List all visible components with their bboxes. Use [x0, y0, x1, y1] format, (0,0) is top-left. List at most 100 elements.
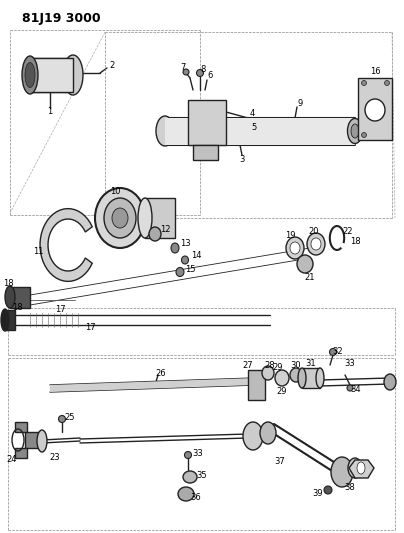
Text: 8: 8 — [200, 66, 206, 75]
Polygon shape — [302, 368, 320, 388]
Text: 38: 38 — [345, 483, 356, 492]
Ellipse shape — [243, 422, 263, 450]
Text: 23: 23 — [50, 454, 60, 463]
Polygon shape — [145, 198, 175, 238]
Ellipse shape — [25, 62, 35, 87]
Ellipse shape — [384, 374, 396, 390]
Ellipse shape — [260, 422, 276, 444]
Ellipse shape — [262, 366, 274, 380]
Ellipse shape — [176, 268, 184, 277]
Ellipse shape — [138, 198, 152, 238]
Ellipse shape — [63, 55, 83, 95]
Text: 7: 7 — [180, 63, 186, 72]
Ellipse shape — [59, 416, 65, 423]
Text: 18: 18 — [12, 303, 22, 312]
Ellipse shape — [298, 368, 306, 388]
Ellipse shape — [351, 124, 359, 138]
Text: 20: 20 — [309, 228, 319, 237]
Text: 10: 10 — [110, 188, 120, 197]
Text: 25: 25 — [65, 413, 75, 422]
Text: 4: 4 — [249, 109, 255, 118]
Ellipse shape — [348, 458, 362, 478]
Text: 33: 33 — [345, 359, 356, 367]
Text: 35: 35 — [197, 472, 207, 481]
Text: 1: 1 — [47, 108, 53, 117]
Ellipse shape — [178, 487, 194, 501]
Ellipse shape — [347, 118, 362, 143]
Text: 18: 18 — [350, 238, 360, 246]
Text: 29: 29 — [277, 387, 287, 397]
Ellipse shape — [275, 370, 289, 386]
Text: 37: 37 — [275, 457, 285, 466]
Ellipse shape — [307, 233, 325, 255]
Ellipse shape — [185, 451, 191, 458]
Ellipse shape — [385, 80, 389, 85]
Text: 31: 31 — [306, 359, 316, 367]
Ellipse shape — [171, 243, 179, 253]
Ellipse shape — [331, 457, 353, 487]
Text: 5: 5 — [251, 124, 257, 133]
Ellipse shape — [362, 133, 366, 138]
Polygon shape — [25, 432, 42, 448]
Ellipse shape — [365, 99, 385, 121]
Ellipse shape — [297, 255, 313, 273]
Ellipse shape — [286, 237, 304, 259]
Text: 16: 16 — [370, 68, 380, 77]
Ellipse shape — [104, 198, 136, 238]
Ellipse shape — [149, 227, 161, 241]
Ellipse shape — [1, 309, 9, 331]
Polygon shape — [358, 78, 392, 140]
Polygon shape — [165, 118, 355, 145]
Ellipse shape — [347, 385, 353, 391]
Ellipse shape — [357, 462, 365, 474]
Text: 26: 26 — [156, 368, 166, 377]
Text: 21: 21 — [305, 272, 315, 281]
Ellipse shape — [112, 208, 128, 228]
Ellipse shape — [290, 242, 300, 254]
Text: 9: 9 — [297, 99, 303, 108]
Text: 24: 24 — [7, 456, 17, 464]
Polygon shape — [30, 58, 73, 92]
Ellipse shape — [196, 69, 204, 77]
Ellipse shape — [181, 256, 189, 264]
Text: 22: 22 — [343, 228, 353, 237]
Ellipse shape — [183, 471, 197, 483]
Text: 19: 19 — [285, 230, 295, 239]
Text: 11: 11 — [33, 247, 43, 256]
Ellipse shape — [5, 286, 15, 308]
Polygon shape — [193, 145, 218, 160]
Text: 13: 13 — [180, 239, 190, 248]
Polygon shape — [15, 422, 27, 432]
Text: 2: 2 — [109, 61, 115, 70]
Text: 18: 18 — [3, 279, 13, 287]
Polygon shape — [15, 448, 27, 458]
Polygon shape — [40, 208, 92, 281]
Text: 14: 14 — [191, 252, 201, 261]
Polygon shape — [349, 460, 374, 478]
Ellipse shape — [95, 188, 145, 248]
Text: 12: 12 — [160, 225, 170, 235]
Text: 36: 36 — [191, 492, 201, 502]
Text: 15: 15 — [185, 265, 195, 274]
Text: 30: 30 — [291, 361, 301, 370]
Ellipse shape — [316, 368, 324, 388]
Ellipse shape — [330, 349, 337, 356]
Text: 28: 28 — [265, 360, 275, 369]
Text: 34: 34 — [351, 385, 361, 394]
Text: 17: 17 — [85, 324, 95, 333]
Text: 3: 3 — [239, 156, 245, 165]
Text: 29: 29 — [273, 364, 283, 373]
Text: 6: 6 — [207, 71, 213, 80]
Polygon shape — [248, 370, 265, 400]
Ellipse shape — [362, 80, 366, 85]
Text: 27: 27 — [243, 360, 253, 369]
Ellipse shape — [37, 430, 47, 452]
Ellipse shape — [324, 486, 332, 494]
Polygon shape — [5, 310, 15, 330]
Text: 33: 33 — [193, 449, 203, 458]
Ellipse shape — [183, 69, 189, 75]
Polygon shape — [10, 287, 30, 308]
Text: 39: 39 — [313, 489, 323, 498]
Text: 32: 32 — [332, 348, 343, 357]
Polygon shape — [50, 378, 255, 392]
